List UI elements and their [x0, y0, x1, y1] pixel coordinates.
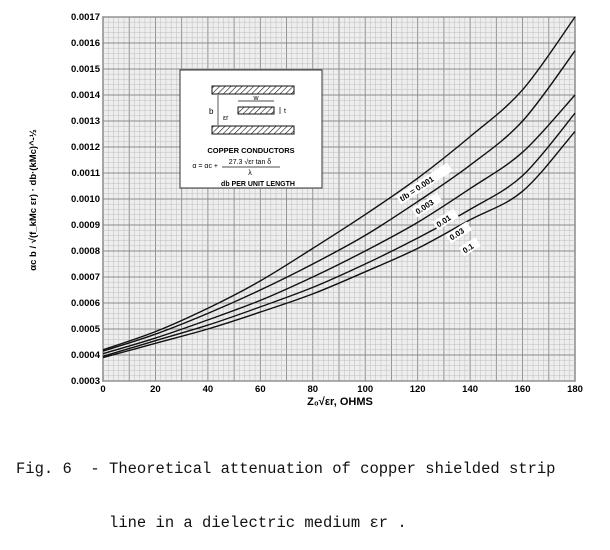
inset-units: db PER UNIT LENGTH [221, 181, 295, 188]
series-label-bg [445, 221, 473, 244]
y-tick-label: 0.0008 [71, 246, 100, 257]
y-tick-label: 0.0006 [71, 298, 100, 309]
formula-left: α = αc + [192, 163, 218, 170]
series-line [102, 16, 576, 351]
x-tick-label: 120 [410, 384, 426, 395]
y-tick-label: 0.0009 [71, 220, 100, 231]
x-tick-label: 160 [515, 384, 531, 395]
series-line [102, 50, 576, 352]
center-strip [237, 106, 275, 115]
y-tick-label: 0.0011 [71, 168, 100, 179]
label-t: t [284, 108, 286, 115]
y-tick-label: 0.0004 [71, 350, 101, 361]
x-tick-label: 0 [100, 384, 105, 395]
x-axis-label: Z₀√εr, OHMS [307, 396, 373, 408]
series-label-bg [458, 237, 481, 257]
inset-diagram: w t b εr COPPER CONDUCTORS α = αc + 27.3… [179, 69, 323, 189]
y-tick-label: 0.0003 [71, 376, 100, 387]
label-er: εr [223, 115, 229, 122]
y-axis-label: αc b / √(f_kMc εr) · db·(kMc)^-½ [28, 129, 39, 271]
x-tick-label: 80 [307, 384, 318, 395]
y-tick-label: 0.0005 [71, 324, 101, 335]
x-tick-label: 180 [567, 384, 583, 395]
y-tick-label: 0.0017 [71, 12, 100, 23]
x-tick-label: 140 [462, 384, 478, 395]
y-tick-label: 0.0013 [71, 116, 100, 127]
y-tick-label: 0.0007 [71, 272, 100, 283]
caption-line-1: Fig. 6 - Theoretical attenuation of copp… [16, 460, 556, 478]
x-tick-label: 60 [255, 384, 266, 395]
x-tick-labels: 0 20 40 60 80 100 120 140 160 180 [100, 384, 583, 395]
chart: 0 20 40 60 80 100 120 140 160 180 0.00030.00040.0… [28, 12, 583, 408]
y-tick-label: 0.0015 [71, 64, 101, 75]
series-line [102, 112, 576, 357]
formula-numerator: 27.3 √εr tan δ [229, 158, 271, 166]
x-tick-label: 20 [150, 384, 161, 395]
series-line [102, 130, 576, 359]
series-label-bg [432, 208, 459, 231]
inset-heading: COPPER CONDUCTORS [207, 146, 294, 155]
y-tick-label: 0.0016 [71, 38, 100, 49]
y-tick-labels: 0.0003 0.0004 0.0005 0.0006 0.0007 0.0008 0.00… [71, 12, 101, 387]
top-ground-plane [211, 85, 295, 95]
x-tick-label: 100 [357, 384, 373, 395]
curves [102, 16, 576, 359]
series-label-bg [395, 162, 453, 205]
series-label-bg [411, 192, 443, 218]
y-tick-label: 0.0014 [71, 90, 101, 101]
formula-denominator: λ [248, 170, 252, 177]
figure-caption: Fig. 6 - Theoretical attenuation of copp… [16, 424, 606, 550]
label-w: w [252, 95, 259, 102]
x-tick-label: 40 [203, 384, 214, 395]
y-tick-label: 0.0010 [71, 194, 100, 205]
series-line [102, 94, 576, 355]
bottom-ground-plane [211, 125, 295, 135]
label-b: b [209, 107, 214, 116]
y-tick-label: 0.0012 [71, 142, 100, 153]
caption-line-2: line in a dielectric medium εr . [16, 514, 407, 532]
